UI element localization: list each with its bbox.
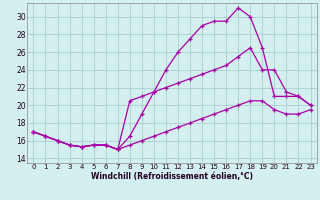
X-axis label: Windchill (Refroidissement éolien,°C): Windchill (Refroidissement éolien,°C) [91,172,253,181]
